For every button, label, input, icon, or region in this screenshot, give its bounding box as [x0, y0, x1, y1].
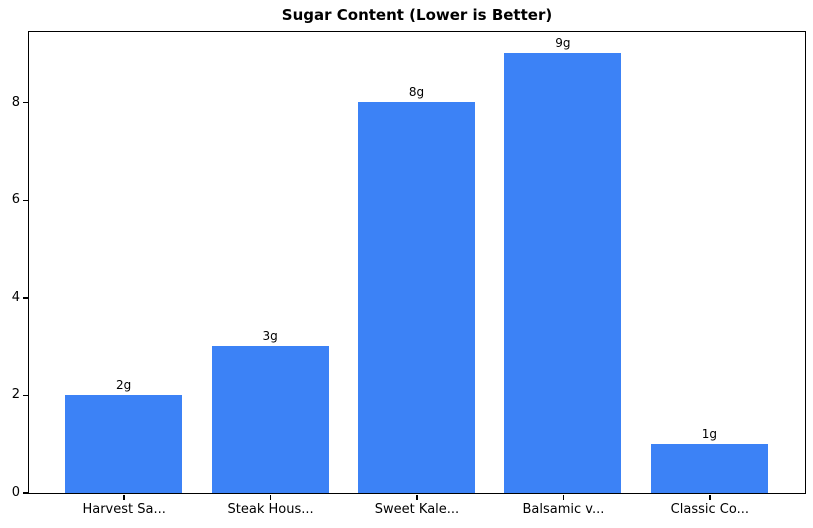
bar [211, 346, 329, 493]
x-tick [123, 494, 125, 500]
x-tick-label: Sweet Kale... [374, 502, 460, 517]
x-tick-label: Steak Hous... [227, 502, 314, 517]
y-tick [22, 394, 28, 397]
bar [504, 53, 622, 493]
x-tick [416, 494, 418, 500]
bar [65, 394, 183, 493]
y-tick [22, 297, 28, 299]
y-tick-label: 2 [11, 387, 20, 403]
y-tick [22, 492, 28, 494]
bar [357, 102, 476, 493]
x-tick [269, 494, 272, 500]
y-tick-label: 4 [11, 289, 20, 305]
y-tick-label: 6 [11, 192, 20, 208]
y-tick-label: 0 [11, 485, 20, 500]
bar [650, 443, 768, 493]
bar-value-label: 3g [262, 329, 278, 344]
x-tick-label: Balsamic v... [522, 502, 605, 517]
chart-title: Sugar Content (Lower is Better) [281, 6, 553, 24]
x-tick-label: Classic Co... [670, 502, 749, 517]
bar-value-label: 9g [555, 36, 571, 51]
bar-value-label: 2g [116, 377, 132, 392]
x-tick [562, 494, 565, 500]
x-tick-label: Harvest Sa... [82, 502, 166, 517]
bar-value-label: 8g [408, 85, 425, 100]
y-tick [22, 101, 28, 104]
x-tick [709, 494, 711, 500]
y-tick [22, 199, 28, 202]
plot-area: 2g 3g 8g 9g 1g [27, 30, 806, 494]
bar-value-label: 1g [701, 426, 717, 441]
y-tick-label: 8 [11, 94, 20, 110]
